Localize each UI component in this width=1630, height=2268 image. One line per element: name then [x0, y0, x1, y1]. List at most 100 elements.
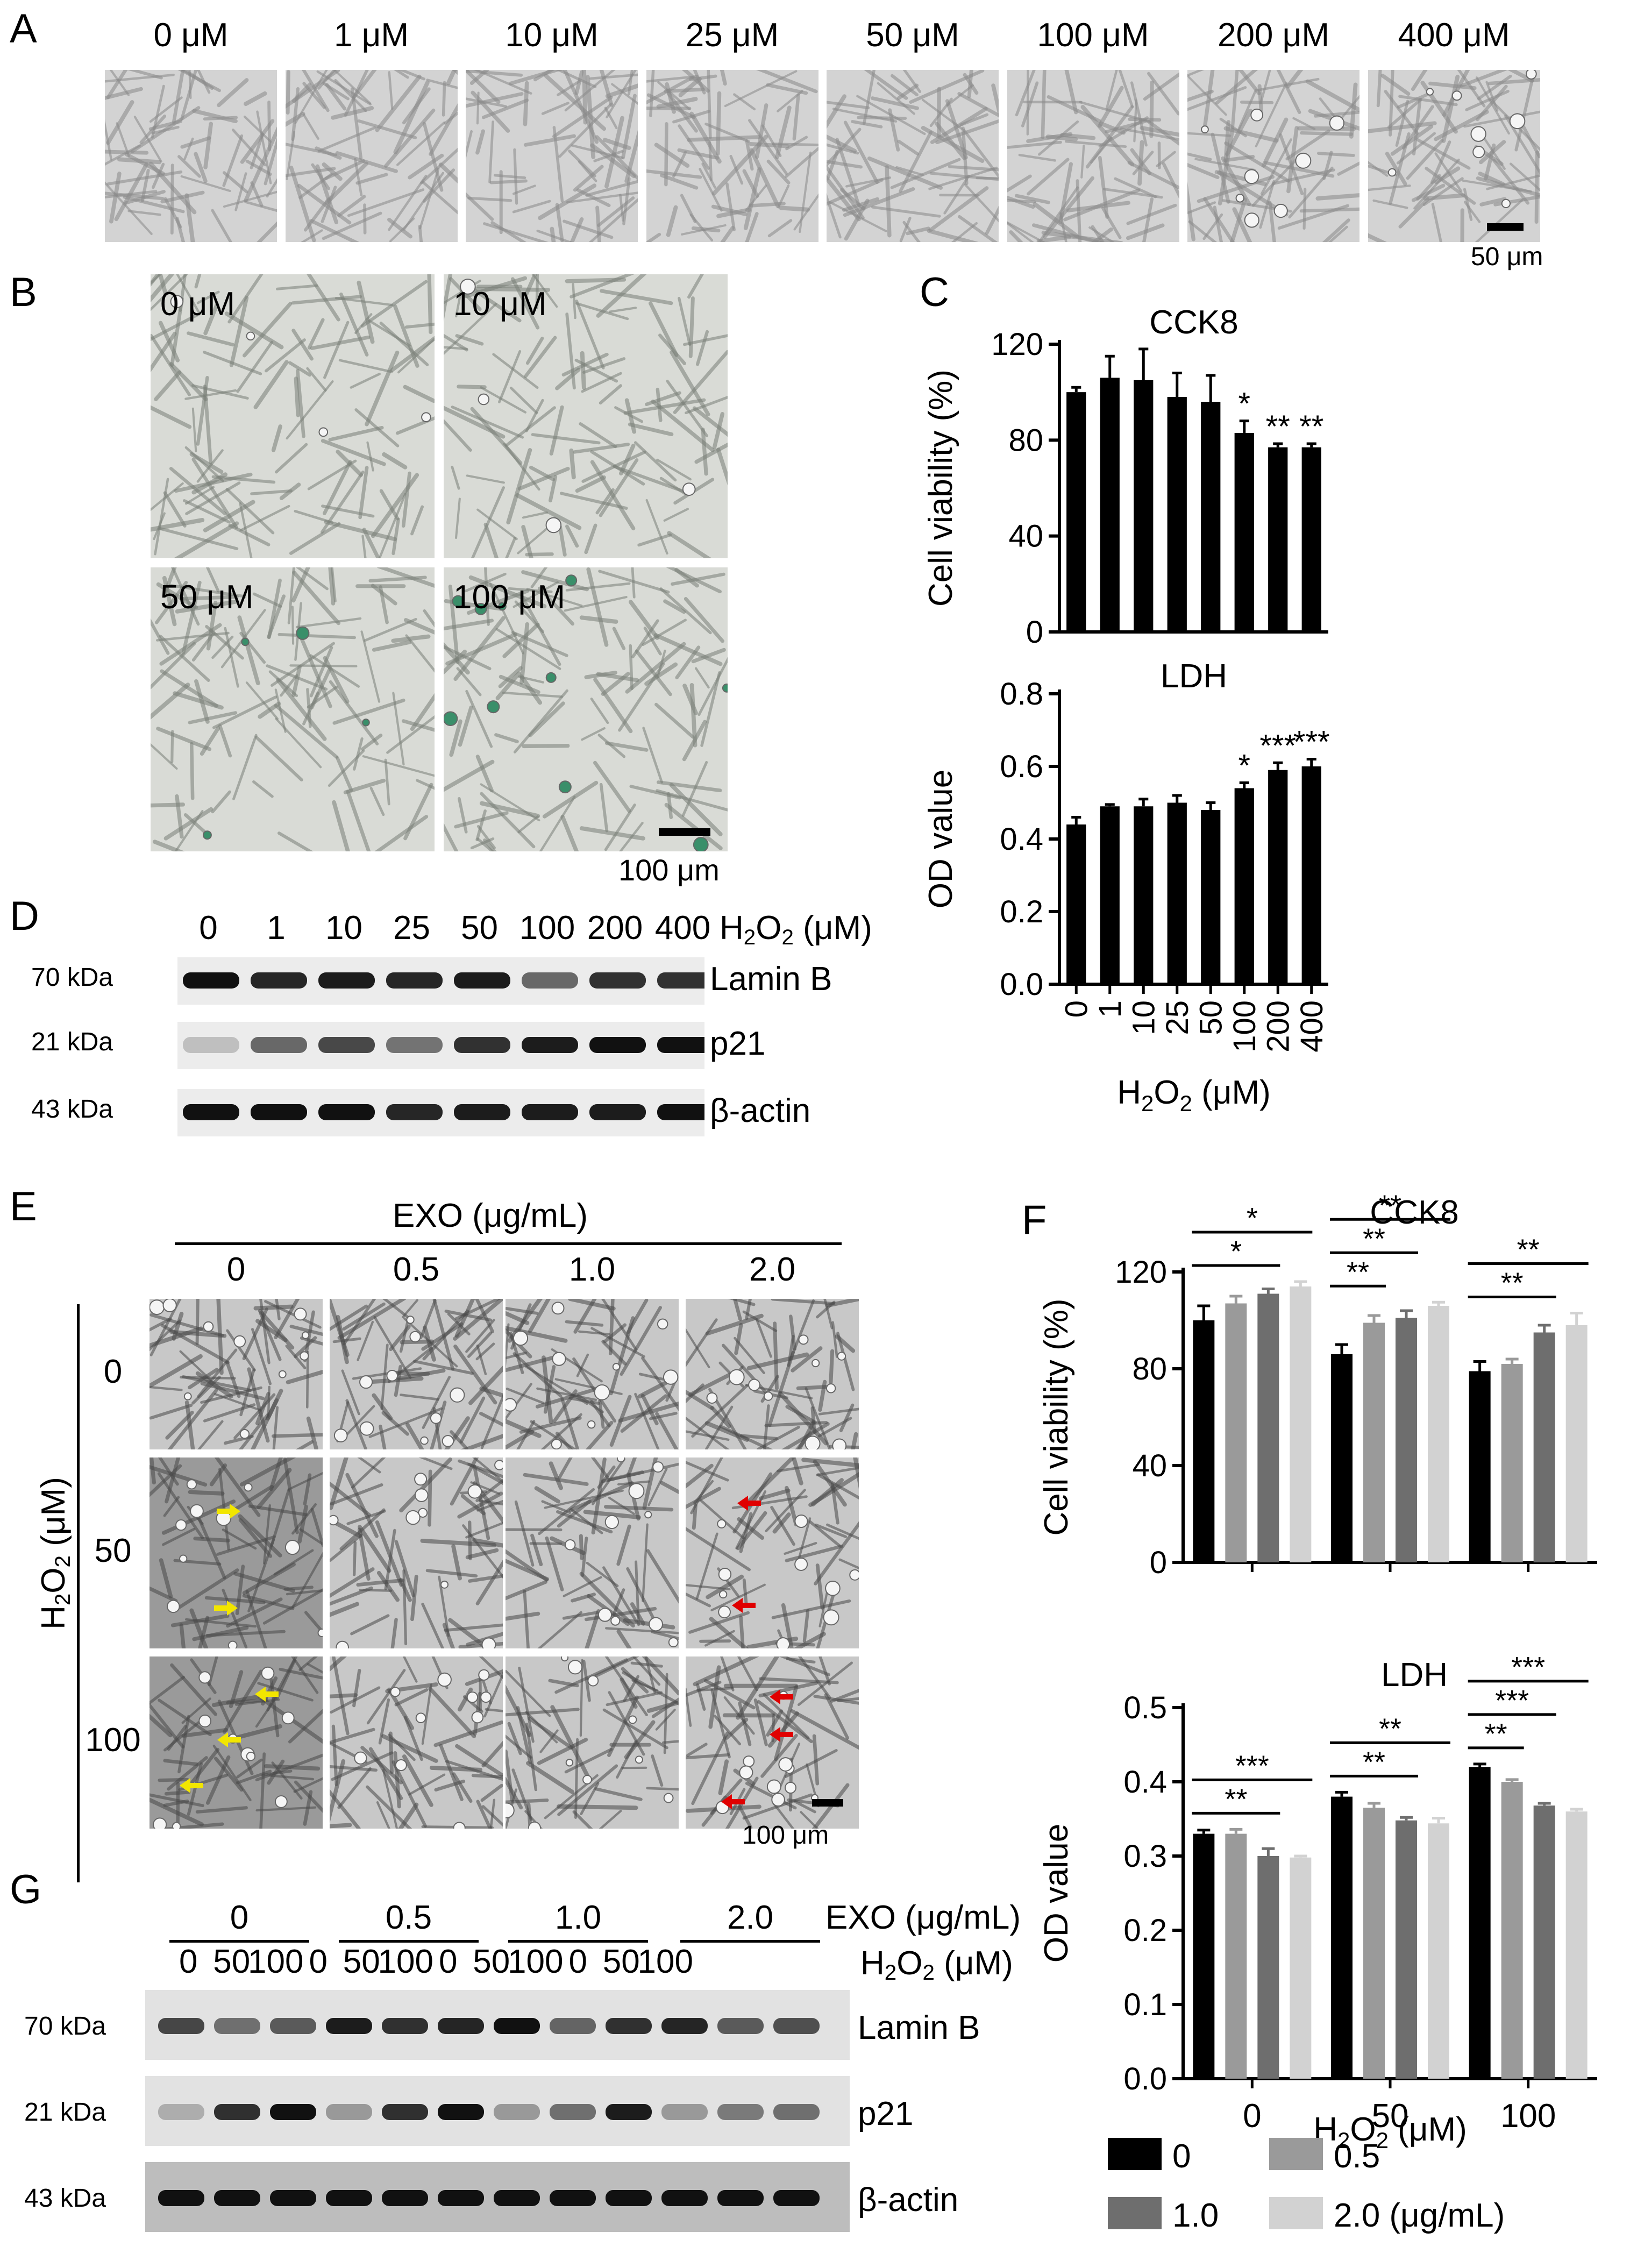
blot-band — [657, 1037, 704, 1053]
bar — [1290, 1857, 1312, 2079]
micrograph — [330, 1458, 503, 1648]
bar — [1428, 1306, 1449, 1562]
kda-label: 43 kDa — [31, 1095, 113, 1124]
panel-e-label: E — [10, 1184, 37, 1229]
blot-band — [522, 972, 578, 989]
blot-band — [589, 1037, 646, 1053]
legend-label: 0.5 — [1334, 2138, 1380, 2175]
bar — [1193, 1320, 1215, 1562]
significance-label: ** — [1363, 1222, 1385, 1255]
blot-band — [606, 2018, 652, 2034]
lane-label: 50 — [602, 1943, 640, 1980]
blot-band — [183, 1104, 239, 1120]
blot-band — [454, 1037, 510, 1053]
micrograph — [686, 1299, 859, 1449]
micrograph — [1007, 70, 1179, 242]
micrograph-texture — [330, 1299, 503, 1449]
blot-band — [158, 2018, 204, 2034]
y-axis-label: OD value — [1038, 1824, 1075, 1963]
micrograph-texture — [150, 1299, 323, 1449]
kda-label: 21 kDa — [31, 1028, 113, 1056]
blot-band — [158, 2190, 204, 2206]
lane-label: 50 — [343, 1943, 380, 1980]
panel-d-label: D — [10, 893, 39, 939]
blot-band — [251, 972, 307, 989]
bar — [1565, 1811, 1588, 2079]
red-arrow-head — [770, 1727, 780, 1742]
scale-bar-label: 50 μm — [1471, 243, 1543, 271]
lane-label: 400 — [654, 909, 711, 947]
blot-band — [251, 1037, 307, 1053]
significance-label: * — [1238, 387, 1250, 422]
concentration-label: 200 μM — [1217, 17, 1330, 54]
exo-group-label: 0 — [230, 1899, 249, 1936]
lane-label: 100 — [519, 909, 575, 947]
blot-band — [438, 2190, 484, 2206]
blot-band — [717, 2190, 764, 2206]
lane-label: 1 — [267, 909, 286, 947]
y-tick-label: 120 — [991, 327, 1043, 362]
y-tick-label: 80 — [1132, 1352, 1167, 1387]
bar — [1331, 1796, 1353, 2079]
blot-band — [270, 2190, 316, 2206]
panel-f-label: F — [1022, 1197, 1047, 1243]
significance-label: *** — [1495, 1684, 1529, 1717]
bar — [1201, 402, 1221, 632]
panel-b-label: B — [10, 269, 37, 315]
micrograph-texture — [506, 1299, 679, 1449]
y-tick-label: 0.0 — [1000, 967, 1043, 1002]
exo-group-label: 1.0 — [554, 1899, 602, 1936]
lane-label: 0 — [568, 1943, 587, 1980]
blot-band — [214, 2104, 260, 2120]
blot-band — [214, 2018, 260, 2034]
micrograph-texture — [150, 1458, 323, 1648]
bar — [1469, 1371, 1491, 1562]
red-arrow — [737, 1496, 761, 1511]
protein-label: Lamin B — [710, 961, 832, 998]
blot-strip — [177, 957, 704, 1005]
blot-band — [657, 1104, 704, 1120]
blot-band — [270, 2104, 316, 2120]
blot-strip — [177, 1022, 704, 1069]
bar — [1134, 806, 1154, 984]
group-line — [508, 1940, 648, 1943]
blot-strip — [145, 1990, 850, 2060]
h2o2-axis-label: H2O2 (μM) — [34, 1477, 75, 1630]
bar — [1428, 1823, 1449, 2079]
micrograph — [444, 274, 728, 558]
protein-label: β-actin — [710, 1092, 811, 1129]
bar — [1301, 447, 1321, 632]
bar — [1396, 1318, 1417, 1562]
blot-band — [318, 972, 375, 989]
blot-band — [550, 2018, 596, 2034]
significance-label: ** — [1347, 1256, 1369, 1288]
significance-label: ** — [1379, 1189, 1401, 1221]
micrograph-texture — [646, 70, 818, 242]
blot-band — [326, 2190, 372, 2206]
y-axis-label: Cell viability (%) — [922, 369, 959, 607]
blot-band — [661, 2018, 708, 2034]
blot-band — [606, 2104, 652, 2120]
blot-band — [326, 2104, 372, 2120]
concentration-label: 100 μM — [1037, 17, 1149, 54]
micrograph — [686, 1458, 859, 1648]
bar — [1100, 806, 1120, 984]
bar — [1268, 770, 1288, 984]
blot-band — [382, 2190, 428, 2206]
legend-label: 0 — [1172, 2138, 1191, 2175]
scale-bar — [1487, 223, 1524, 231]
y-tick-label: 0.5 — [1123, 1690, 1167, 1725]
y-tick-label: 0.6 — [1000, 749, 1043, 784]
bar — [1201, 810, 1221, 984]
micrograph-texture — [330, 1656, 503, 1829]
bar — [1331, 1354, 1353, 1562]
bar — [1066, 392, 1086, 632]
exo-concentration: 1.0 — [568, 1251, 616, 1288]
bar — [1257, 1856, 1279, 2079]
exo-label: EXO (μg/mL) — [825, 1899, 1021, 1936]
exo-concentration: 2.0 — [749, 1251, 796, 1288]
x-tick-label: 100 — [1227, 1000, 1262, 1053]
x-axis-label: H2O2 (μM) — [1313, 2111, 1467, 2153]
blot-band — [550, 2104, 596, 2120]
